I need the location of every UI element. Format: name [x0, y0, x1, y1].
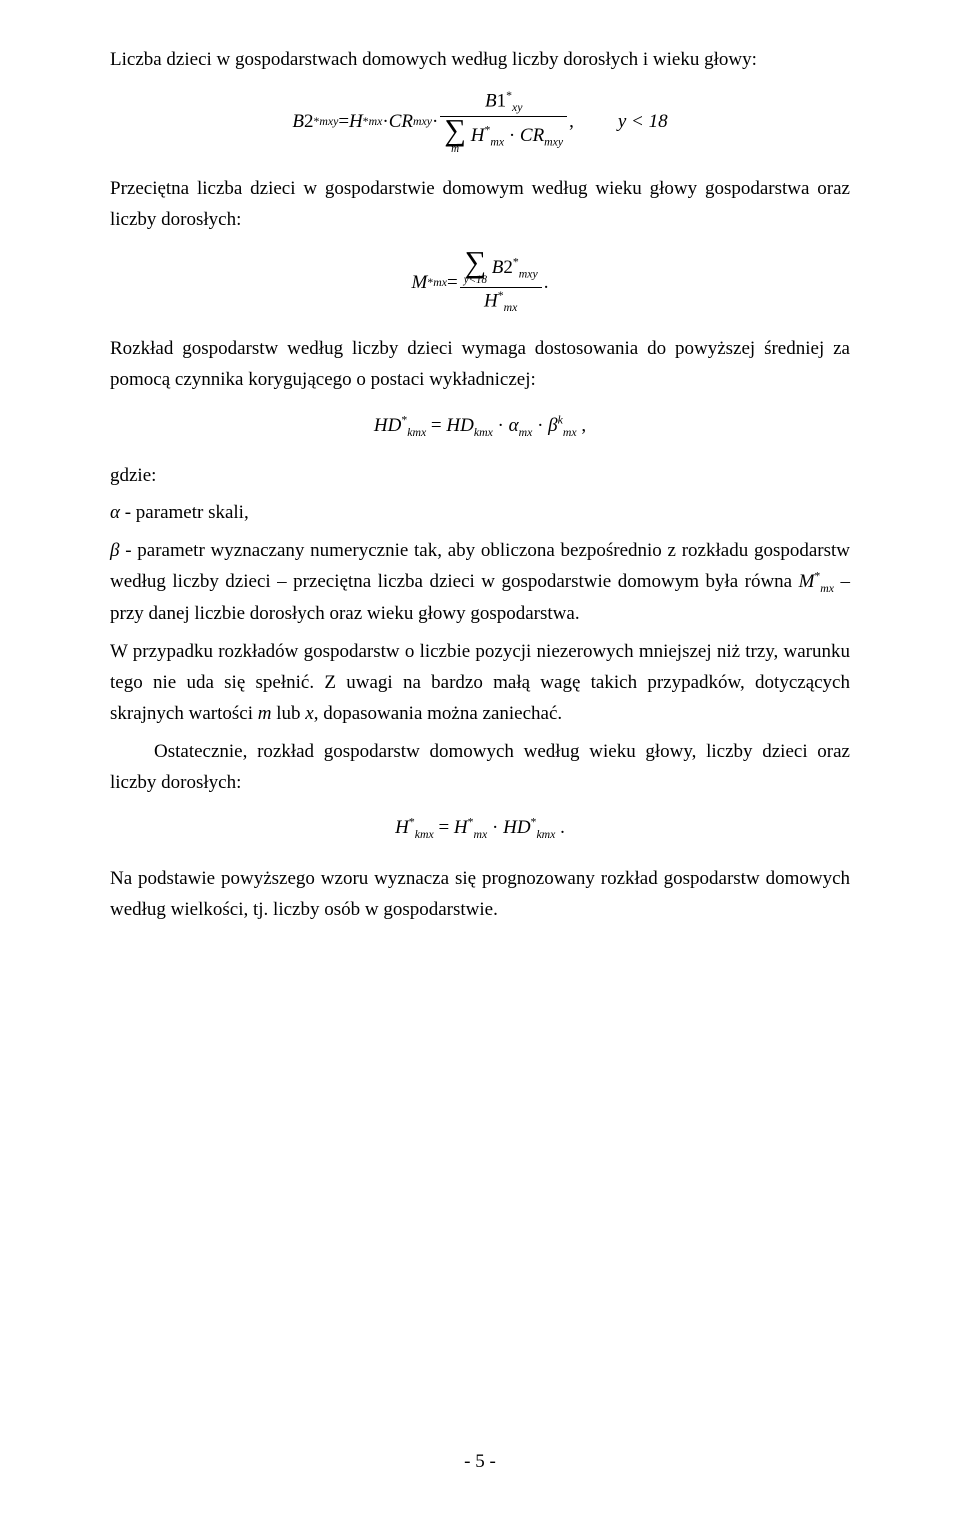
- eq1-num-B: B: [485, 91, 497, 112]
- eq3-equals: =: [431, 415, 446, 436]
- eq3-dot1: ·: [498, 415, 509, 436]
- eq1-2: 2: [304, 106, 314, 137]
- eq4-dot: ·: [492, 817, 503, 838]
- page-number: - 5 -: [0, 1446, 960, 1477]
- para-7: W przypadku rozkładów gospodarstw o licz…: [110, 636, 850, 730]
- alpha-symbol: α: [110, 502, 120, 523]
- para-3: Rozkład gospodarstw według liczby dzieci…: [110, 333, 850, 396]
- eq4-Hkmx: kmx: [415, 828, 434, 841]
- p7-x: x: [305, 703, 313, 724]
- eq1-Hmx: mx: [369, 112, 383, 131]
- eq4-Hstar: *: [409, 816, 415, 829]
- eq2-den-H: H: [484, 291, 498, 312]
- eq1-CR: CR: [389, 106, 413, 137]
- eq2-num-mxy: mxy: [519, 267, 538, 280]
- eq1-den-H: H: [471, 125, 485, 146]
- p7-lub: lub: [271, 703, 305, 724]
- para-5-alpha: α - parametr skali,: [110, 497, 850, 528]
- eq1-H: H: [349, 106, 363, 137]
- eq1-dot2: ·: [432, 106, 438, 137]
- eq1-den-dot: ·: [509, 125, 520, 146]
- p7-text-2: , dopasowania można zaniechać.: [314, 703, 562, 724]
- eq2-period: .: [544, 267, 549, 298]
- eq4-H2mx: mx: [474, 828, 488, 841]
- eq1-equals: =: [338, 106, 349, 137]
- eq1-num-1: 1: [497, 91, 507, 112]
- para-9: Na podstawie powyższego wzoru wyznacza s…: [110, 863, 850, 926]
- eq2-equals: =: [447, 267, 458, 298]
- eq2-Mmx: mx: [433, 273, 447, 292]
- beta-desc-1: - parametr wyznaczany numerycznie tak, a…: [110, 540, 850, 592]
- equation-1: B2*mxy = H*mx · CRmxy · B1*xy ∑ m H*mx ·…: [110, 89, 850, 155]
- equation-2: M*mx = ∑ y<18 B2*mxy H*mx .: [110, 250, 850, 316]
- eq2-num-B: B: [492, 256, 504, 277]
- beta-M: M: [799, 571, 815, 592]
- eq4-H2star: *: [468, 816, 474, 829]
- eq2-den-star: *: [498, 289, 504, 302]
- eq1-den-CR: CR: [520, 125, 544, 146]
- eq3-HD2: HD: [446, 415, 473, 436]
- eq3-beta-k: k: [558, 413, 563, 426]
- page: Liczba dzieci w gospodarstwach domowych …: [0, 0, 960, 1537]
- equation-4: H*kmx = H*mx · HD*kmx .: [110, 812, 850, 844]
- eq3-HDkmx: kmx: [407, 426, 426, 439]
- p7-m: m: [258, 703, 272, 724]
- eq1-den-CRmxy: mxy: [544, 136, 563, 149]
- eq1-B: B: [292, 106, 304, 137]
- eq3-dot2: ·: [537, 415, 548, 436]
- para-4-gdzie: gdzie:: [110, 460, 850, 491]
- beta-M-star: *: [814, 570, 820, 583]
- equation-3: HD*kmx = HDkmx · αmx · βkmx ,: [110, 410, 850, 442]
- eq4-HD: HD: [503, 817, 530, 838]
- eq2-num-2: 2: [503, 256, 513, 277]
- eq2-M: M: [412, 267, 428, 298]
- eq3-alpha: α: [509, 415, 519, 436]
- eq1-num-xy: xy: [512, 101, 522, 114]
- eq4-H: H: [395, 817, 409, 838]
- eq3-HD2kmx: kmx: [474, 426, 493, 439]
- eq1-CRmxy: mxy: [413, 112, 432, 131]
- eq2-fraction: ∑ y<18 B2*mxy H*mx: [460, 250, 542, 316]
- beta-M-mx: mx: [820, 582, 834, 595]
- eq3-HDstar: *: [401, 413, 407, 426]
- eq3-beta-mx: mx: [563, 426, 577, 439]
- eq3-alpha-mx: mx: [519, 426, 533, 439]
- para-1: Liczba dzieci w gospodarstwach domowych …: [110, 44, 850, 75]
- eq1-cond: y < 18: [618, 106, 668, 137]
- eq3-beta: β: [548, 415, 557, 436]
- eq2-num-star: *: [513, 255, 519, 268]
- eq1-fraction: B1*xy ∑ m H*mx · CRmxy: [440, 89, 567, 155]
- eq4-HDkmx: kmx: [536, 828, 555, 841]
- eq3-comma: ,: [581, 415, 586, 436]
- para-8: Ostatecznie, rozkład gospodarstw domowyc…: [110, 736, 850, 799]
- eq4-H2: H: [454, 817, 468, 838]
- eq4-period: .: [560, 817, 565, 838]
- eq1-den-Hstar: *: [484, 123, 490, 136]
- eq2-sum: ∑ y<18: [464, 250, 487, 287]
- para-6-beta: β - parametr wyznaczany numerycznie tak,…: [110, 535, 850, 630]
- eq4-equals: =: [438, 817, 453, 838]
- eq1-comma: ,: [569, 106, 574, 137]
- eq1-mxy: mxy: [319, 112, 338, 131]
- eq3-HD: HD: [374, 415, 401, 436]
- para-2: Przeciętna liczba dzieci w gospodarstwie…: [110, 173, 850, 236]
- eq1-sum: ∑ m: [444, 118, 466, 155]
- alpha-desc: - parametr skali,: [120, 502, 249, 523]
- eq2-den-mx: mx: [504, 302, 518, 315]
- eq1-den-Hmx: mx: [490, 136, 504, 149]
